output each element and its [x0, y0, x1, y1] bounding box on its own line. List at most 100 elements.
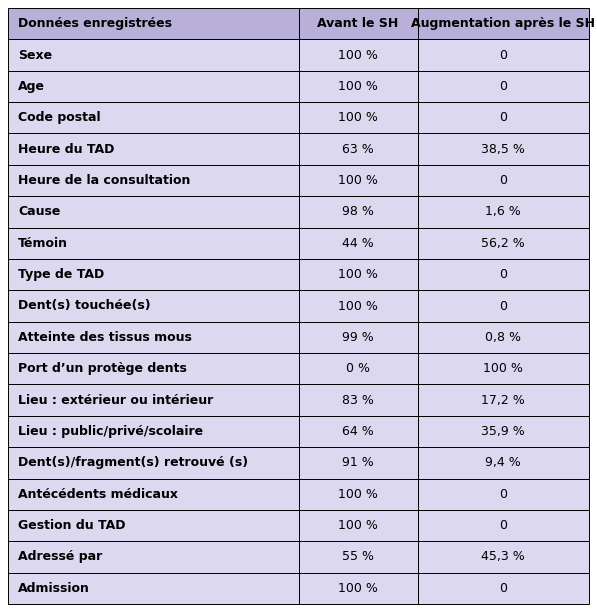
- Text: Admission: Admission: [18, 582, 90, 595]
- Bar: [418, 353, 589, 384]
- Bar: [298, 102, 418, 133]
- Text: Dent(s) touchée(s): Dent(s) touchée(s): [18, 299, 150, 313]
- Text: 0: 0: [499, 299, 507, 313]
- Text: 100 %: 100 %: [338, 488, 378, 501]
- Bar: [8, 102, 298, 133]
- Text: 0: 0: [499, 488, 507, 501]
- Bar: [8, 322, 298, 353]
- Text: Augmentation après le SH: Augmentation après le SH: [411, 17, 595, 30]
- Bar: [418, 71, 589, 102]
- Text: 0: 0: [499, 48, 507, 62]
- Text: 83 %: 83 %: [342, 394, 374, 406]
- Bar: [298, 416, 418, 447]
- Text: 99 %: 99 %: [342, 331, 374, 344]
- Text: 9,4 %: 9,4 %: [485, 457, 521, 469]
- Text: 98 %: 98 %: [342, 206, 374, 218]
- Text: Avant le SH: Avant le SH: [318, 17, 399, 30]
- Bar: [418, 133, 589, 165]
- Text: Témoin: Témoin: [18, 237, 68, 250]
- Bar: [298, 259, 418, 290]
- Bar: [8, 541, 298, 573]
- Text: Sexe: Sexe: [18, 48, 52, 62]
- Bar: [298, 573, 418, 604]
- Bar: [8, 416, 298, 447]
- Text: Code postal: Code postal: [18, 111, 101, 124]
- Text: 0: 0: [499, 111, 507, 124]
- Bar: [8, 8, 298, 39]
- Bar: [8, 353, 298, 384]
- Text: 100 %: 100 %: [338, 48, 378, 62]
- Bar: [418, 384, 589, 416]
- Text: 35,9 %: 35,9 %: [481, 425, 525, 438]
- Text: 0: 0: [499, 174, 507, 187]
- Bar: [418, 196, 589, 228]
- Text: Heure de la consultation: Heure de la consultation: [18, 174, 190, 187]
- Text: 17,2 %: 17,2 %: [481, 394, 525, 406]
- Bar: [298, 39, 418, 71]
- Text: 91 %: 91 %: [342, 457, 374, 469]
- Bar: [418, 573, 589, 604]
- Bar: [298, 133, 418, 165]
- Bar: [8, 165, 298, 196]
- Text: Heure du TAD: Heure du TAD: [18, 143, 115, 155]
- Text: 0: 0: [499, 80, 507, 93]
- Bar: [8, 573, 298, 604]
- Bar: [298, 447, 418, 479]
- Bar: [298, 510, 418, 541]
- Text: Données enregistrées: Données enregistrées: [18, 17, 172, 30]
- Text: 64 %: 64 %: [342, 425, 374, 438]
- Text: 100 %: 100 %: [338, 111, 378, 124]
- Text: 44 %: 44 %: [342, 237, 374, 250]
- Bar: [418, 165, 589, 196]
- Bar: [298, 384, 418, 416]
- Text: 45,3 %: 45,3 %: [481, 550, 525, 564]
- Text: Adressé par: Adressé par: [18, 550, 102, 564]
- Bar: [418, 102, 589, 133]
- Bar: [418, 259, 589, 290]
- Bar: [298, 541, 418, 573]
- Bar: [8, 71, 298, 102]
- Text: 100 %: 100 %: [338, 268, 378, 281]
- Text: Antécédents médicaux: Antécédents médicaux: [18, 488, 178, 501]
- Text: Atteinte des tissus mous: Atteinte des tissus mous: [18, 331, 192, 344]
- Bar: [8, 39, 298, 71]
- Text: Age: Age: [18, 80, 45, 93]
- Bar: [418, 479, 589, 510]
- Bar: [8, 133, 298, 165]
- Bar: [418, 510, 589, 541]
- Bar: [8, 196, 298, 228]
- Bar: [8, 290, 298, 322]
- Text: 0,8 %: 0,8 %: [485, 331, 521, 344]
- Text: 100 %: 100 %: [338, 519, 378, 532]
- Bar: [418, 416, 589, 447]
- Text: 56,2 %: 56,2 %: [481, 237, 525, 250]
- Bar: [298, 196, 418, 228]
- Bar: [8, 447, 298, 479]
- Text: Dent(s)/fragment(s) retrouvé (s): Dent(s)/fragment(s) retrouvé (s): [18, 457, 248, 469]
- Bar: [418, 447, 589, 479]
- Text: 55 %: 55 %: [342, 550, 374, 564]
- Bar: [298, 322, 418, 353]
- Bar: [8, 384, 298, 416]
- Bar: [418, 39, 589, 71]
- Bar: [298, 165, 418, 196]
- Text: Gestion du TAD: Gestion du TAD: [18, 519, 125, 532]
- Bar: [298, 228, 418, 259]
- Text: Cause: Cause: [18, 206, 60, 218]
- Text: 1,6 %: 1,6 %: [485, 206, 521, 218]
- Bar: [8, 259, 298, 290]
- Text: 63 %: 63 %: [342, 143, 374, 155]
- Bar: [298, 71, 418, 102]
- Bar: [298, 353, 418, 384]
- Text: 100 %: 100 %: [338, 174, 378, 187]
- Text: Type de TAD: Type de TAD: [18, 268, 104, 281]
- Text: 0: 0: [499, 582, 507, 595]
- Bar: [418, 290, 589, 322]
- Bar: [418, 228, 589, 259]
- Bar: [298, 290, 418, 322]
- Bar: [8, 479, 298, 510]
- Bar: [298, 8, 418, 39]
- Text: 38,5 %: 38,5 %: [481, 143, 525, 155]
- Bar: [418, 8, 589, 39]
- Text: 0: 0: [499, 519, 507, 532]
